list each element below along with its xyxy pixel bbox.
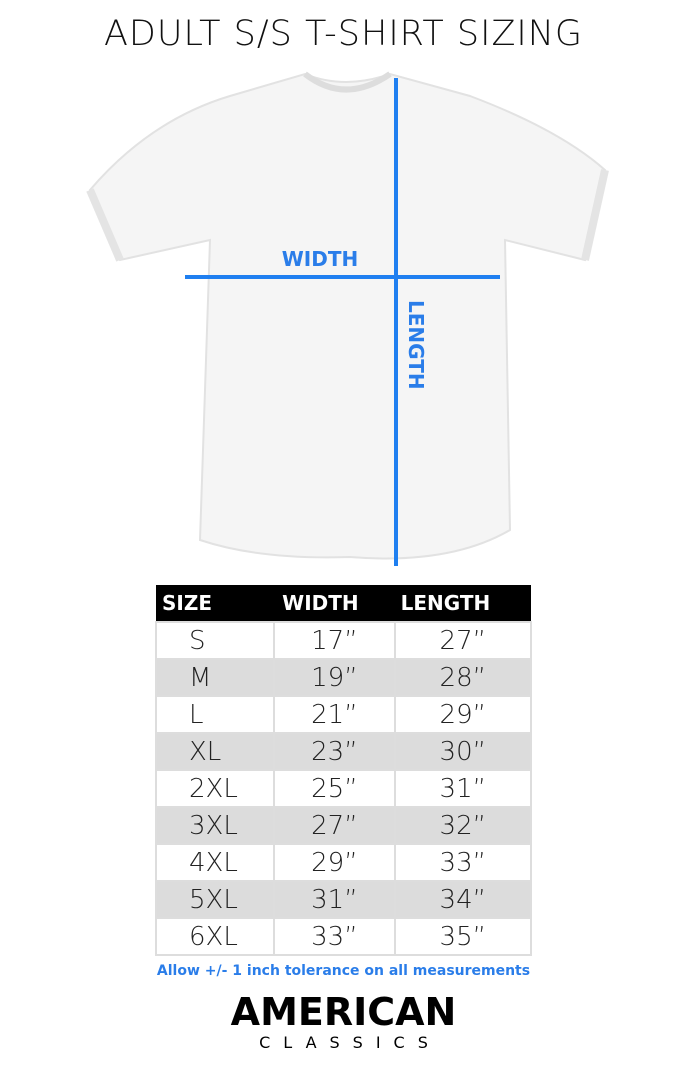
width-cell: 23”: [273, 732, 396, 771]
length-cell: 34”: [393, 880, 533, 919]
length-cell: 29”: [393, 695, 533, 734]
table-header: SIZE WIDTH LENGTH: [156, 585, 531, 622]
tshirt-image: [88, 72, 607, 560]
length-cell: 33”: [393, 843, 533, 882]
size-cell: L: [154, 695, 276, 734]
table-row: L 21” 29”: [154, 695, 533, 734]
size-cell: S: [154, 621, 276, 660]
width-cell: 29”: [273, 843, 396, 882]
size-cell: 5XL: [154, 880, 276, 919]
table-row: XL 23” 30”: [154, 732, 533, 771]
table-row: 4XL 29” 33”: [154, 843, 533, 882]
length-cell: 28”: [393, 658, 533, 697]
length-cell: 32”: [393, 806, 533, 845]
size-cell: 4XL: [154, 843, 276, 882]
table-row: 5XL 31” 34”: [154, 880, 533, 919]
header-size: SIZE: [156, 585, 275, 622]
width-cell: 27”: [273, 806, 396, 845]
brand-logo-line1: AMERICAN: [230, 990, 457, 1034]
page-title: ADULT S/S T-SHIRT SIZING: [103, 14, 584, 54]
size-table: SIZE WIDTH LENGTH S 17” 27” M 19” 28” L 21” 29” X…: [154, 585, 533, 956]
brand-logo-line2: CLASSICS: [259, 1033, 441, 1052]
length-cell: 35”: [393, 917, 533, 956]
length-label: LENGTH: [404, 300, 428, 390]
width-cell: 21”: [273, 695, 396, 734]
left-sleeve-hem: [86, 188, 124, 262]
tshirt-diagram: [86, 71, 609, 566]
size-cell: M: [154, 658, 276, 697]
length-cell: 27”: [393, 621, 533, 660]
table-row: M 19” 28”: [154, 658, 533, 697]
tolerance-note: Allow +/- 1 inch tolerance on all measur…: [156, 963, 531, 979]
table-row: 3XL 27” 32”: [154, 806, 533, 845]
width-label: WIDTH: [281, 247, 359, 271]
header-length: LENGTH: [394, 585, 531, 622]
length-cell: 31”: [393, 769, 533, 808]
table-row: S 17” 27”: [154, 621, 533, 660]
tshirt-collar: [303, 71, 392, 93]
size-cell: 2XL: [154, 769, 276, 808]
width-cell: 25”: [273, 769, 396, 808]
width-cell: 19”: [273, 658, 396, 697]
width-cell: 31”: [273, 880, 396, 919]
table-row: 6XL 33” 35”: [154, 917, 533, 956]
right-sleeve-hem: [581, 169, 609, 261]
width-cell: 17”: [273, 621, 396, 660]
header-width: WIDTH: [274, 585, 395, 622]
size-cell: 6XL: [154, 917, 276, 956]
table-row: 2XL 25” 31”: [154, 769, 533, 808]
length-cell: 30”: [393, 732, 533, 771]
width-cell: 33”: [273, 917, 396, 956]
size-cell: 3XL: [154, 806, 276, 845]
size-cell: XL: [154, 732, 276, 771]
